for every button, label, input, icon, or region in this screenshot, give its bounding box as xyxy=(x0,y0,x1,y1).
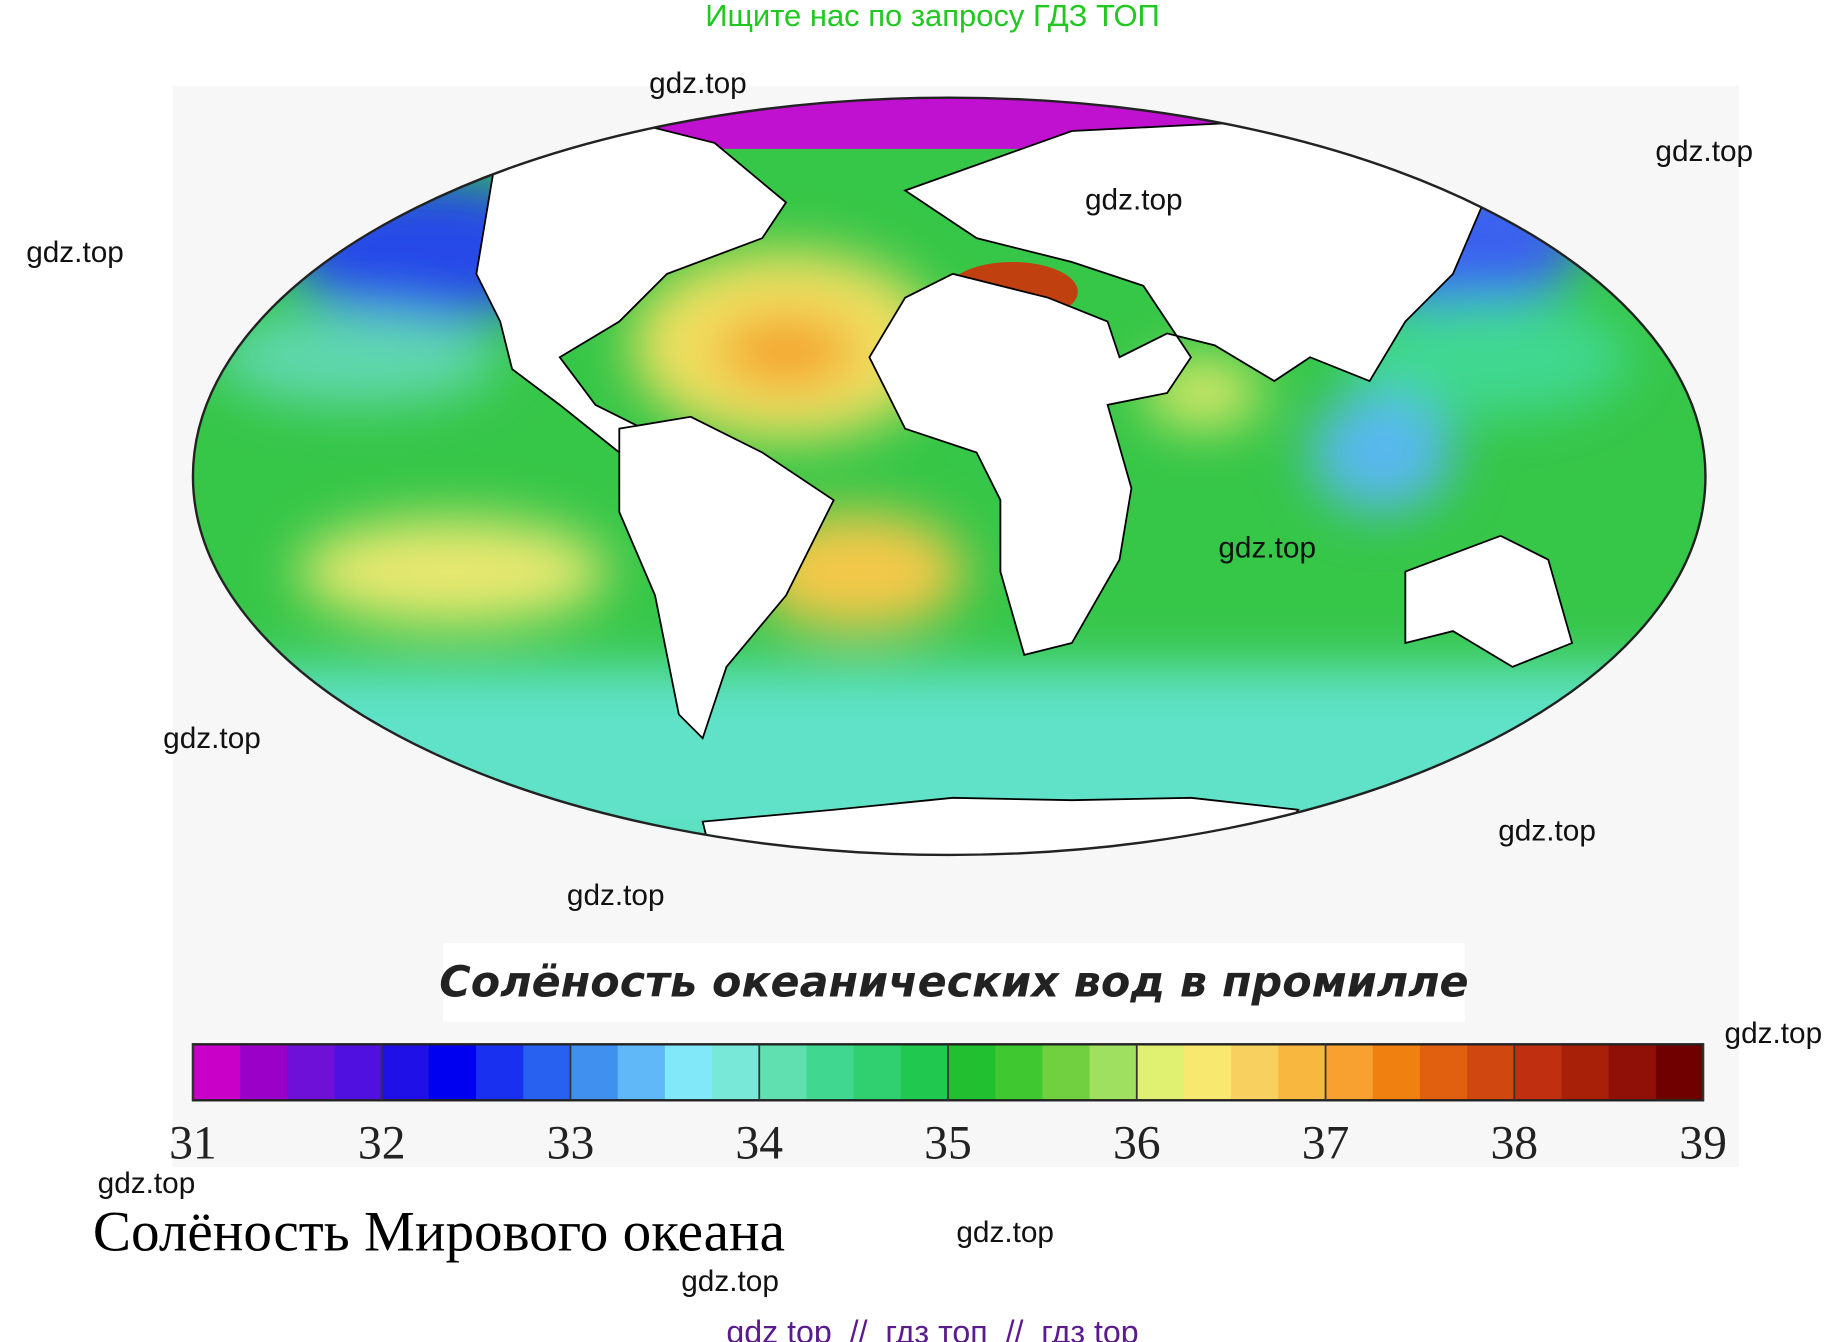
map-title-box xyxy=(443,943,1465,1022)
color-step xyxy=(1136,1044,1185,1101)
color-step xyxy=(712,1044,760,1101)
caption: Солёность Мирового океана xyxy=(93,1200,785,1263)
colorbar: 31 32 33 34 35 36 37 38 39 xyxy=(169,1043,1727,1170)
color-step xyxy=(1278,1044,1327,1101)
watermark: gdz.top xyxy=(1218,531,1316,564)
color-step xyxy=(617,1044,666,1101)
tick-label: 33 xyxy=(547,1118,595,1170)
tick-label: 37 xyxy=(1302,1118,1350,1170)
watermark: gdz.top xyxy=(1655,135,1753,168)
map-title: Солёность океанических вод в промилле xyxy=(439,957,1468,1007)
watermark: gdz.top xyxy=(1498,815,1596,848)
tick-label: 31 xyxy=(169,1118,217,1170)
tick-label: 38 xyxy=(1491,1118,1539,1170)
tick-label: 34 xyxy=(735,1118,783,1170)
color-step xyxy=(1042,1044,1091,1101)
header-text: Ищите нас по запросу ГДЗ ТОП xyxy=(705,0,1160,33)
color-step xyxy=(334,1044,383,1101)
color-step xyxy=(1655,1044,1704,1101)
color-step xyxy=(1419,1044,1468,1101)
color-step xyxy=(570,1044,619,1101)
color-step xyxy=(1372,1044,1421,1101)
color-step xyxy=(995,1044,1043,1101)
color-step xyxy=(664,1044,713,1101)
color-step xyxy=(1514,1044,1563,1101)
color-step xyxy=(428,1044,477,1101)
watermark: gdz.top xyxy=(956,1216,1054,1249)
color-step xyxy=(900,1044,949,1101)
watermark: gdz.top xyxy=(649,67,747,100)
color-step xyxy=(853,1044,902,1101)
tick-label: 36 xyxy=(1113,1118,1161,1170)
color-step xyxy=(1089,1044,1138,1101)
tick-label: 39 xyxy=(1679,1118,1727,1170)
tick-label: 35 xyxy=(924,1118,972,1170)
watermark: gdz.top xyxy=(163,722,261,755)
color-step xyxy=(1467,1044,1515,1101)
color-step xyxy=(240,1044,288,1101)
salinity-map xyxy=(192,97,1706,855)
footer: gdz top // гдз топ // гдз top xyxy=(726,1314,1138,1342)
color-step xyxy=(1325,1044,1374,1101)
watermark: gdz.top xyxy=(98,1167,196,1200)
color-step xyxy=(476,1044,524,1101)
color-step xyxy=(1183,1044,1232,1101)
color-step xyxy=(287,1044,336,1101)
color-step xyxy=(948,1044,996,1101)
watermark: gdz.top xyxy=(26,236,124,269)
tick-label: 32 xyxy=(358,1118,406,1170)
color-step xyxy=(523,1044,572,1101)
color-step xyxy=(1561,1044,1610,1101)
color-step xyxy=(381,1044,430,1101)
color-step xyxy=(1231,1044,1279,1101)
color-step xyxy=(192,1044,241,1101)
map-outline xyxy=(191,96,1707,857)
watermark: gdz.top xyxy=(1725,1017,1823,1050)
watermark: gdz.top xyxy=(1085,184,1183,217)
color-step xyxy=(759,1044,808,1101)
color-step xyxy=(1608,1044,1657,1101)
watermark: gdz.top xyxy=(681,1265,779,1298)
watermark: gdz.top xyxy=(567,879,665,912)
color-step xyxy=(806,1044,855,1101)
